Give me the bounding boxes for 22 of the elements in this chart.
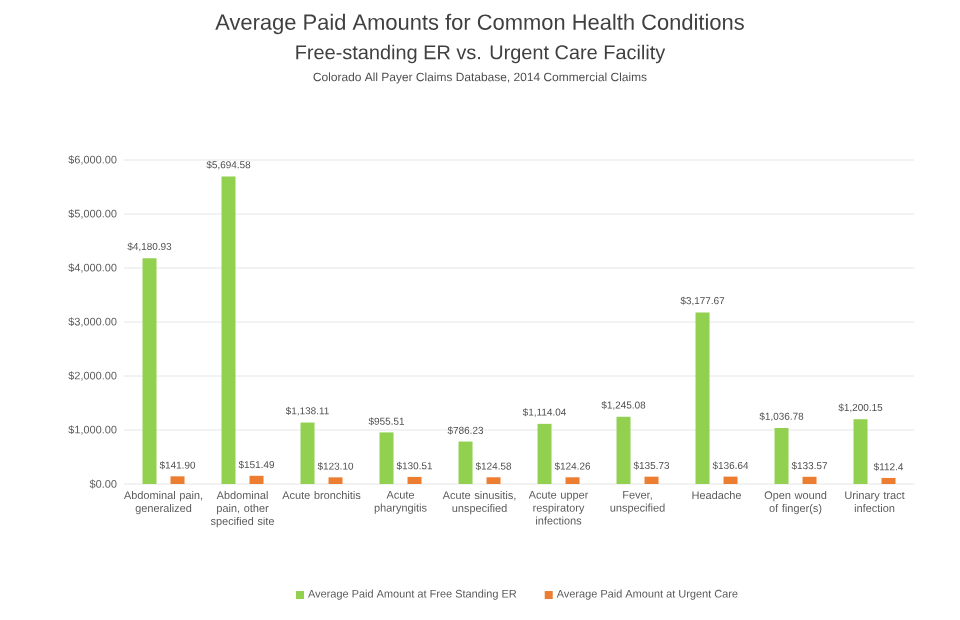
- bar: [537, 423, 552, 484]
- bar: [300, 422, 315, 484]
- bar: [723, 476, 738, 484]
- bar: [881, 477, 896, 484]
- bar: [565, 477, 580, 484]
- bar: [170, 476, 185, 484]
- bar: [142, 258, 157, 484]
- chart-title: Average Paid Amounts for Common Health Conditions: [215, 13, 744, 35]
- bar: [486, 477, 501, 484]
- bar: [616, 416, 631, 484]
- bar: [853, 419, 868, 484]
- bar: [774, 428, 789, 484]
- bar: [328, 477, 343, 484]
- bar: [407, 476, 422, 484]
- chart-subtitle: Free-standing ER vs. Urgent Care Facility: [296, 44, 666, 64]
- bar: [458, 441, 473, 484]
- bar: [249, 475, 264, 484]
- bar: [379, 432, 394, 484]
- bar: [644, 476, 659, 484]
- bar: [221, 176, 236, 484]
- bar: [695, 312, 710, 484]
- bar: [802, 476, 817, 484]
